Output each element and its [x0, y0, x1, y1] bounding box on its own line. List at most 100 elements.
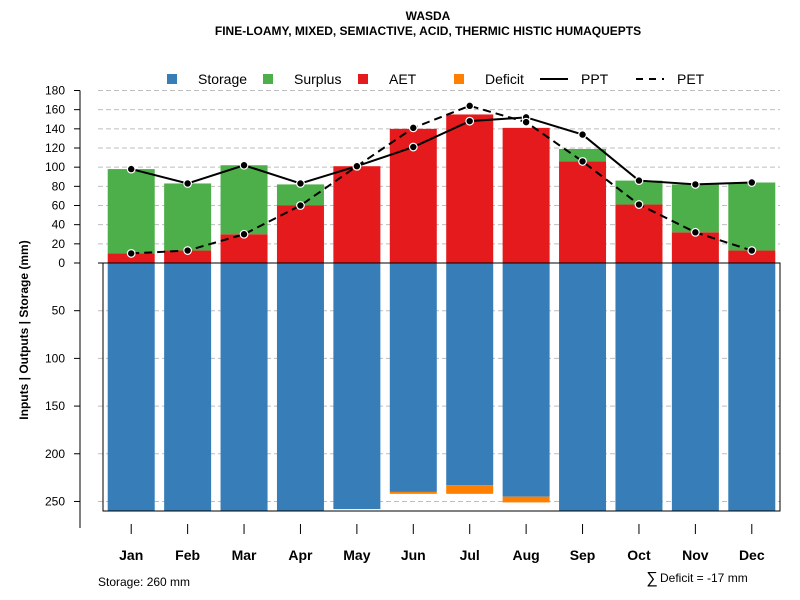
storage-bar-feb — [164, 263, 212, 511]
x-tick-label-jan: Jan — [119, 547, 143, 563]
surplus-bar-nov — [671, 184, 719, 233]
legend-label-storage: Storage — [198, 71, 247, 87]
deficit-bar-aug — [502, 496, 550, 503]
pet-point-jul — [465, 101, 475, 111]
aet-bar-jul — [446, 114, 494, 263]
x-tick-label-aug: Aug — [513, 547, 540, 563]
storage-bar-jan — [107, 263, 155, 511]
pet-point-feb — [183, 246, 193, 255]
surplus-bar-jan — [107, 169, 155, 254]
pet-point-jan — [126, 249, 136, 258]
surplus-bar-mar — [220, 165, 268, 235]
ppt-line — [130, 116, 752, 186]
aet-bar-apr — [276, 205, 324, 263]
legend-label-deficit: Deficit — [485, 71, 524, 87]
ppt-point-sep — [578, 130, 587, 139]
aet-bar-may — [333, 166, 381, 263]
ppt-point-feb — [183, 179, 193, 188]
x-tick-label-sep: Sep — [570, 547, 596, 563]
x-tick-label-oct: Oct — [627, 547, 651, 563]
y-tick-label: 200 — [45, 447, 65, 461]
pet-point-nov — [690, 227, 700, 237]
y-axis-title: Inputs | Outputs | Storage (mm) — [17, 240, 31, 419]
ppt-point-dec — [747, 178, 757, 187]
storage-bar-jun — [389, 263, 437, 492]
aet-bar-feb — [164, 250, 212, 263]
surplus-bar-oct — [615, 180, 663, 205]
ppt-point-mar — [239, 160, 249, 170]
y-tick-label: 120 — [45, 141, 65, 155]
legend-label-pet: PET — [677, 71, 705, 87]
pet-point-apr — [296, 201, 305, 210]
y-tick-label: 160 — [45, 103, 65, 117]
legend-label-ppt: PPT — [581, 71, 609, 87]
storage-note: Storage: 260 mm — [98, 575, 190, 589]
y-tick-label: 150 — [45, 399, 65, 413]
deficit-bar-jun — [389, 491, 437, 494]
x-tick-label-may: May — [343, 547, 370, 563]
y-tick-label: 50 — [52, 304, 66, 318]
storage-bar-sep — [559, 263, 607, 511]
pet-point-aug — [521, 117, 531, 127]
pet-point-mar — [239, 229, 249, 239]
aet-bar-jan — [107, 253, 155, 263]
storage-bar-mar — [220, 263, 268, 511]
legend-label-aet: AET — [389, 71, 417, 87]
y-tick-label: 60 — [52, 199, 66, 213]
pet-point-dec — [747, 246, 757, 255]
x-tick-label-dec: Dec — [739, 547, 765, 563]
chart-subtitle: FINE-LOAMY, MIXED, SEMIACTIVE, ACID, THE… — [215, 24, 641, 38]
y-tick-label: 250 — [45, 494, 65, 508]
aet-bar-dec — [728, 250, 776, 263]
axes: 0 20 40 60 80 100 120 140 160 180 50 100 150 200 250 Ja… — [45, 84, 781, 563]
surplus-bar-apr — [276, 184, 324, 206]
ppt-point-jan — [126, 164, 136, 174]
ppt-point-apr — [296, 179, 305, 188]
deficit-bar-jul — [446, 485, 494, 494]
aet-bar-aug — [502, 127, 550, 263]
x-tick-label-jul: Jul — [460, 547, 480, 563]
y-tick-label: 0 — [58, 256, 65, 270]
legend-swatch-aet — [358, 74, 368, 84]
pet-point-sep — [578, 157, 587, 166]
grid-lines — [98, 90, 780, 502]
ppt-point-nov — [690, 180, 700, 189]
storage-bar-aug — [502, 263, 550, 497]
ppt-point-jun — [408, 142, 418, 152]
y-tick-label: 140 — [45, 122, 65, 136]
bars — [107, 114, 776, 511]
legend: Storage Surplus AET Deficit PPT PET — [167, 71, 705, 87]
storage-bar-dec — [728, 263, 776, 511]
storage-bar-oct — [615, 263, 663, 511]
ppt-point-oct — [634, 176, 644, 185]
y-tick-label: 80 — [52, 179, 66, 193]
pet-line — [131, 104, 753, 255]
pet-point-jun — [408, 123, 418, 133]
y-tick-label: 180 — [45, 84, 65, 98]
series-lines — [126, 101, 757, 258]
x-tick-label-feb: Feb — [175, 547, 200, 563]
storage-bar-apr — [276, 263, 324, 511]
pet-point-may — [352, 161, 362, 171]
legend-swatch-surplus — [263, 74, 273, 84]
storage-bar-nov — [671, 263, 719, 511]
x-tick-label-apr: Apr — [288, 547, 313, 563]
storage-bar-may — [333, 263, 381, 510]
y-tick-label: 40 — [52, 218, 66, 232]
aet-bar-sep — [559, 161, 607, 263]
x-tick-label-jun: Jun — [401, 547, 426, 563]
aet-bar-oct — [615, 204, 663, 263]
surplus-bar-dec — [728, 182, 776, 251]
deficit-symbol: ∑ — [646, 570, 657, 587]
chart-title: WASDA — [406, 9, 451, 23]
legend-label-surplus: Surplus — [294, 71, 341, 87]
x-tick-label-nov: Nov — [682, 547, 709, 563]
x-tick-label-mar: Mar — [232, 547, 257, 563]
legend-swatch-storage — [167, 74, 177, 84]
storage-bar-jul — [446, 263, 494, 486]
surplus-bar-feb — [164, 183, 212, 251]
ppt-point-jul — [465, 116, 475, 126]
y-tick-label: 100 — [45, 351, 65, 365]
deficit-note: Deficit = -17 mm — [660, 571, 748, 585]
